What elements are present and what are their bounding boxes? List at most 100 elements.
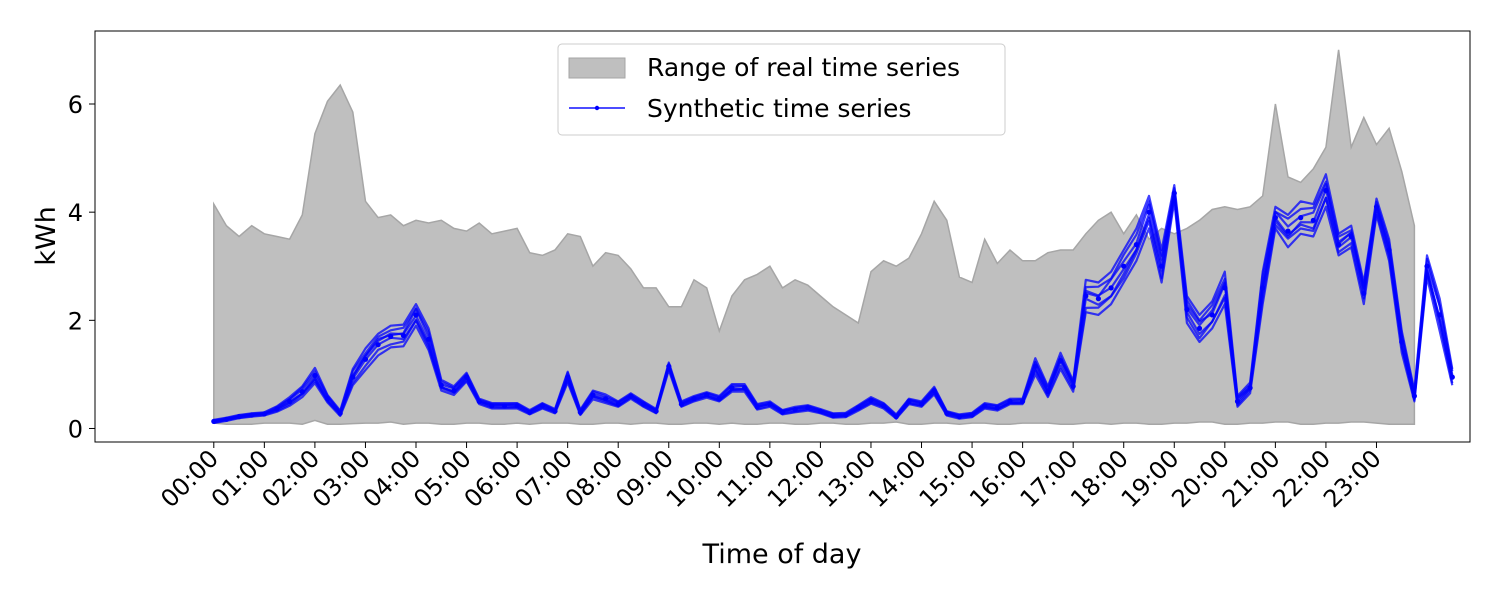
- synthetic-point: [1196, 325, 1203, 331]
- synthetic-point: [1399, 339, 1405, 345]
- synthetic-point: [350, 374, 356, 380]
- legend: Range of real time series Synthetic time…: [557, 43, 1006, 136]
- synthetic-point: [501, 403, 508, 409]
- synthetic-point: [1209, 312, 1215, 318]
- legend-marker-synthetic: [594, 105, 600, 111]
- synthetic-point: [1348, 233, 1354, 240]
- synthetic-point: [1285, 228, 1291, 234]
- synthetic-point: [223, 416, 229, 422]
- synthetic-point: [1373, 204, 1380, 210]
- range-band: [213, 49, 1416, 425]
- x-tick-label: 01:00: [206, 444, 275, 513]
- x-tick-label: 06:00: [459, 444, 528, 513]
- synthetic-point: [691, 396, 697, 402]
- synthetic-point: [704, 392, 710, 398]
- synthetic-point: [388, 333, 394, 340]
- synthetic-point: [1222, 285, 1228, 291]
- synthetic-point: [805, 405, 811, 411]
- x-tick-label: 22:00: [1267, 444, 1336, 513]
- synthetic-point: [855, 405, 861, 411]
- legend-swatch-range: [568, 57, 626, 79]
- synthetic-lines-layer: [211, 173, 1455, 425]
- synthetic-point: [211, 418, 217, 424]
- synthetic-point: [628, 393, 634, 399]
- synthetic-point: [742, 385, 748, 391]
- synthetic-point: [1260, 285, 1266, 291]
- synthetic-point: [1007, 398, 1013, 404]
- synthetic-point: [1272, 215, 1278, 221]
- synthetic-point: [1449, 374, 1455, 380]
- synthetic-point: [413, 312, 419, 318]
- synthetic-point: [1032, 363, 1038, 369]
- synthetic-point: [1437, 312, 1443, 318]
- synthetic-point: [464, 374, 470, 380]
- x-tick-label: 12:00: [762, 444, 831, 513]
- synthetic-point: [603, 396, 609, 402]
- synthetic-point: [640, 401, 647, 407]
- synthetic-point: [324, 396, 331, 402]
- x-tick-label: 13:00: [813, 444, 882, 513]
- synthetic-point: [716, 396, 722, 402]
- synthetic-point: [1171, 190, 1177, 196]
- x-tick-label: 14:00: [863, 444, 932, 513]
- x-tick-label: 15:00: [914, 444, 983, 513]
- x-tick-label: 04:00: [358, 444, 427, 513]
- x-tick-label: 08:00: [560, 444, 629, 513]
- synthetic-point: [1108, 285, 1114, 291]
- synthetic-point: [476, 398, 482, 404]
- synthetic-point: [489, 403, 495, 409]
- synthetic-point: [565, 374, 571, 380]
- synthetic-point: [830, 412, 836, 419]
- synthetic-point: [881, 403, 887, 409]
- synthetic-point: [969, 412, 975, 418]
- synthetic-point: [438, 382, 444, 388]
- synthetic-point: [1159, 263, 1165, 269]
- synthetic-point: [1323, 187, 1329, 194]
- y-tick-label: 6: [68, 91, 83, 119]
- synthetic-point: [678, 401, 685, 407]
- synthetic-point: [931, 388, 937, 394]
- x-tick-label: 02:00: [256, 444, 325, 513]
- synthetic-point: [1361, 290, 1367, 296]
- y-tick-label: 0: [68, 415, 83, 443]
- synthetic-point: [1184, 306, 1190, 313]
- synthetic-point: [1234, 398, 1241, 404]
- synthetic-point: [893, 414, 899, 420]
- x-tick-label: 23:00: [1318, 444, 1387, 513]
- synthetic-point: [1020, 398, 1026, 404]
- synthetic-point: [514, 403, 520, 409]
- y-tick-label: 2: [68, 307, 83, 335]
- synthetic-point: [779, 409, 786, 415]
- synthetic-point: [1083, 293, 1089, 299]
- synthetic-point: [274, 406, 280, 412]
- synthetic-point: [1070, 383, 1076, 389]
- synthetic-point: [299, 389, 305, 395]
- synthetic-point: [1310, 217, 1316, 223]
- synthetic-point: [577, 409, 583, 415]
- synthetic-point: [375, 342, 381, 348]
- synthetic-point: [918, 401, 925, 407]
- synthetic-point: [1424, 263, 1430, 269]
- synthetic-point: [944, 410, 950, 416]
- x-tick-label: 20:00: [1166, 444, 1235, 513]
- y-axis: 0 2 4 6: [68, 91, 95, 443]
- synthetic-point: [653, 408, 659, 414]
- synthetic-point: [426, 336, 432, 342]
- synthetic-point: [312, 372, 318, 379]
- synthetic-point: [590, 392, 596, 398]
- plot-area: [94, 30, 1471, 443]
- synthetic-point: [1057, 358, 1064, 364]
- x-tick-label: 10:00: [661, 444, 730, 513]
- synthetic-point: [1045, 389, 1051, 395]
- x-tick-label: 17:00: [1015, 444, 1084, 513]
- synthetic-point: [1133, 242, 1139, 248]
- synthetic-point: [868, 397, 874, 403]
- x-axis: 00:0001:0002:0003:0004:0005:0006:0007:00…: [155, 442, 1387, 513]
- synthetic-point: [906, 398, 912, 404]
- x-tick-label: 03:00: [307, 444, 376, 513]
- synthetic-point: [1146, 209, 1152, 215]
- legend-label-range: Range of real time series: [647, 53, 960, 82]
- synthetic-point: [1298, 215, 1304, 221]
- x-tick-label: 18:00: [1065, 444, 1134, 513]
